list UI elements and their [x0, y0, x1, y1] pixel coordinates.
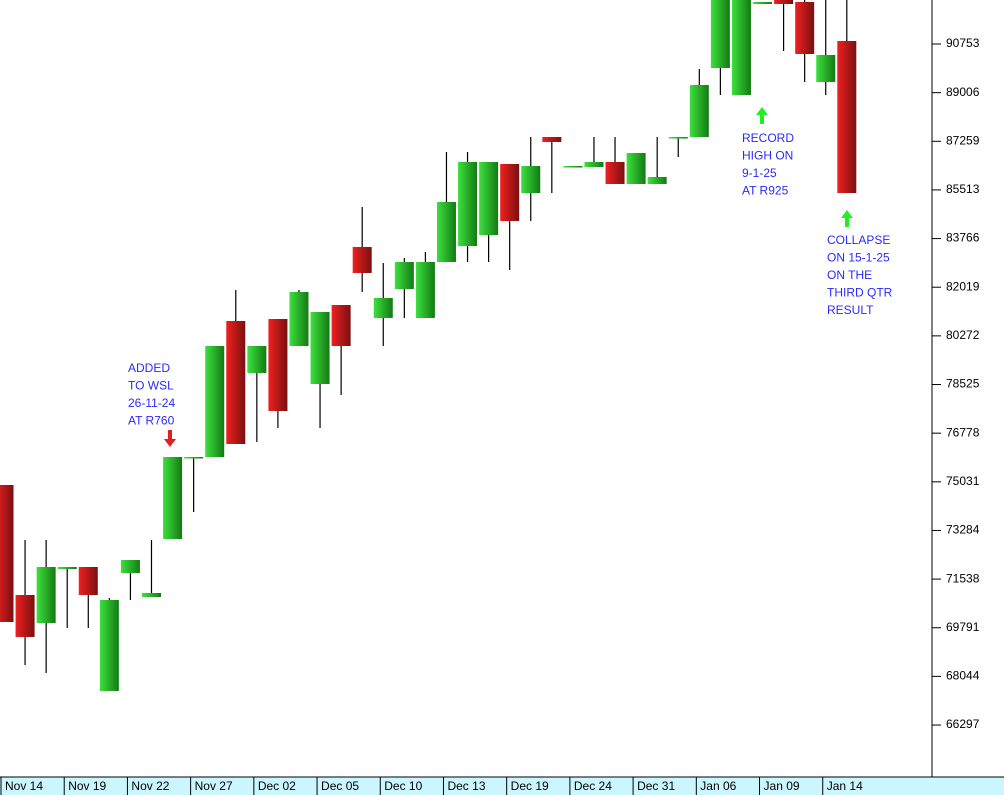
candle-body-up: [458, 161, 478, 247]
candle-body-up: [436, 202, 456, 262]
y-tick-label: 83766: [946, 231, 980, 245]
plot-area: [0, 0, 857, 691]
x-tick-label: Dec 31: [637, 779, 675, 793]
candle-body-up: [584, 161, 604, 168]
candle-body-up: [289, 292, 309, 347]
candle-body-up: [163, 457, 183, 540]
y-tick-label: 78525: [946, 377, 980, 391]
y-tick-label: 66297: [946, 717, 980, 731]
candle-body-down: [15, 594, 35, 637]
candle-body-up: [36, 567, 56, 624]
y-tick-label: 90753: [946, 36, 980, 50]
annotation-text: TO WSL: [128, 379, 174, 393]
y-tick-label: 68044: [946, 669, 980, 683]
candle-body-down: [226, 320, 246, 444]
candle-body-up: [415, 261, 435, 318]
candle-body-down: [605, 161, 625, 184]
candle-body-up: [373, 297, 393, 318]
candle-body-up: [731, 0, 751, 95]
candle-body-up: [57, 567, 77, 570]
y-tick-label: 87259: [946, 133, 980, 147]
annotation-text: 9-1-25: [742, 166, 777, 180]
candle-body-down: [837, 40, 857, 194]
x-tick-label: Nov 14: [5, 779, 43, 793]
candle-body-up: [394, 261, 414, 290]
annotation-text: AT R925: [742, 184, 789, 198]
y-tick-label: 82019: [946, 279, 980, 293]
candle-body-up: [626, 152, 646, 184]
candle-body-up: [479, 161, 499, 236]
annotation-text: AT R760: [128, 414, 175, 428]
candle-body-up: [668, 137, 688, 139]
x-tick-label: Dec 05: [321, 779, 359, 793]
annotation-text: ON 15-1-25: [827, 251, 890, 265]
candle-body-down: [500, 163, 520, 221]
candle-body-down: [542, 137, 562, 142]
x-tick-label: Dec 24: [574, 779, 612, 793]
candle-body-down: [774, 0, 794, 5]
annotation-arrow: [164, 430, 176, 447]
candle-body-down: [78, 567, 98, 595]
candle-body-up: [753, 2, 773, 5]
annotation-text: RECORD: [742, 131, 794, 145]
y-tick-label: 76778: [946, 425, 980, 439]
y-tick-label: 69791: [946, 620, 980, 634]
date-axis-strip: [0, 777, 1004, 795]
y-tick-label: 89006: [946, 85, 980, 99]
candle-body-down: [268, 318, 288, 412]
annotation-arrow: [756, 107, 768, 124]
y-tick-label: 85513: [946, 182, 980, 196]
annotation-arrow: [841, 210, 853, 227]
candle-body-up: [99, 600, 119, 691]
candle-body-down: [795, 2, 815, 54]
candle-body-up: [205, 346, 225, 458]
candle-body-up: [816, 54, 836, 83]
candle-body-up: [247, 346, 267, 373]
candle-body-down: [352, 247, 372, 273]
candle-body-up: [184, 457, 204, 459]
annotation-text: 26-11-24: [128, 396, 175, 410]
candle-body-down: [0, 484, 14, 623]
y-tick-label: 71538: [946, 571, 980, 585]
annotation-text: ON THE: [827, 268, 872, 282]
annotation-text: COLLAPSE: [827, 233, 890, 247]
annotation-text: RESULT: [827, 303, 874, 317]
candle-body-up: [141, 592, 161, 597]
candle-body-up: [310, 312, 330, 384]
x-tick-label: Dec 13: [447, 779, 485, 793]
x-tick-label: Nov 19: [68, 779, 106, 793]
candle-body-up: [563, 165, 583, 168]
candle-body-up: [689, 84, 709, 138]
annotation-text: ADDED: [128, 361, 170, 375]
x-tick-label: Nov 22: [131, 779, 169, 793]
x-tick-label: Dec 02: [258, 779, 296, 793]
candle-body-up: [120, 560, 140, 573]
y-tick-label: 80272: [946, 328, 980, 342]
y-tick-label: 75031: [946, 474, 980, 488]
y-tick-label: 73284: [946, 523, 980, 537]
annotation-text: THIRD QTR: [827, 286, 893, 300]
annotation-text: HIGH ON: [742, 149, 793, 163]
candle-body-up: [521, 165, 541, 194]
x-tick-label: Jan 14: [827, 779, 863, 793]
x-tick-label: Dec 10: [384, 779, 422, 793]
x-tick-label: Jan 09: [764, 779, 800, 793]
x-tick-label: Nov 27: [195, 779, 233, 793]
candle-body-up: [647, 176, 667, 184]
x-tick-label: Dec 19: [511, 779, 549, 793]
candle-body-up: [710, 0, 730, 69]
candle-body-down: [331, 305, 351, 347]
x-tick-label: Jan 06: [700, 779, 736, 793]
